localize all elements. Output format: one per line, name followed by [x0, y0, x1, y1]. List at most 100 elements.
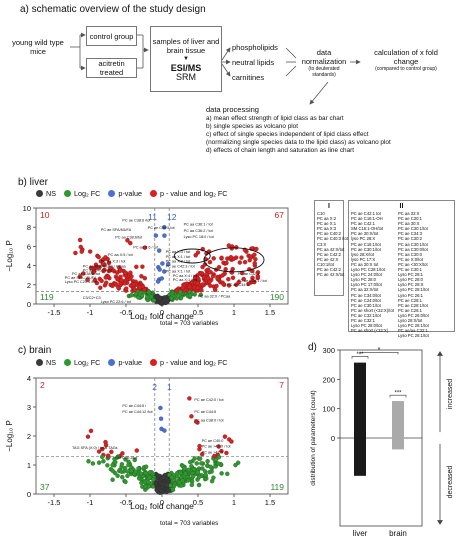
species-annotation: PC ae C42:0 / tot	[194, 398, 224, 402]
data-point	[252, 252, 257, 257]
data-point	[159, 488, 164, 494]
data-point	[134, 264, 139, 270]
panel-a-title: a) schematic overview of the study desig…	[20, 4, 206, 15]
data-point	[113, 281, 119, 287]
count-bottom-left: 37	[40, 482, 50, 492]
data-point	[215, 276, 220, 281]
data-point	[250, 278, 255, 284]
data-point	[119, 278, 124, 283]
data-point	[110, 283, 115, 289]
table-cell: PC aa 30:X tot	[351, 261, 379, 267]
legend-c: NS Log₂ FC p-value p - value and log₂ FC	[36, 358, 227, 367]
legend-both-label: p - value and log₂ FC	[159, 189, 228, 198]
data-point	[101, 459, 106, 464]
data-point	[228, 255, 234, 260]
data-point	[92, 277, 98, 283]
table-cell: PC ae C30:1	[397, 267, 422, 273]
calculation-label: calculation of x fold change (compared t…	[362, 48, 450, 72]
species-annotation: PC aa C36:1 / tot	[184, 222, 214, 226]
y-tick-label: 2	[27, 281, 31, 290]
x-tick-label: -0.5	[120, 498, 133, 507]
data-point	[88, 265, 94, 271]
processing-item: d) effects of chain length and saturatio…	[206, 147, 355, 154]
data-point	[105, 463, 110, 468]
data-point	[224, 450, 229, 456]
species-annotation: PC aa X:4 / tot	[173, 274, 199, 278]
species-annotation: Lyso PC 22:6 / tot	[101, 300, 132, 304]
data-point	[161, 475, 166, 481]
data-point	[239, 255, 244, 260]
table-cell: PC ae C40:2	[317, 231, 341, 237]
sig-liver: ***	[356, 352, 364, 358]
data-point	[242, 259, 248, 265]
data-point	[132, 287, 137, 292]
data-point	[208, 283, 213, 289]
bar-increased	[392, 401, 404, 438]
data-point	[229, 439, 234, 444]
data-point	[222, 434, 228, 439]
y-tick-label: 3	[27, 403, 31, 412]
species-annotation: PC ae C32:1	[238, 272, 260, 276]
data-point	[255, 270, 261, 275]
count-bottom-left: 119	[40, 292, 54, 302]
table-cell: PC ae C42:1	[351, 221, 375, 227]
data-point	[153, 481, 159, 487]
processing-item: a) mean effect strength of lipid class a…	[206, 115, 344, 122]
table-cell: PC ae X:0/tot	[397, 256, 423, 262]
data-point	[225, 471, 230, 477]
legend-pvalue-label: p-value	[118, 358, 142, 367]
data-point	[79, 249, 84, 254]
data-point	[123, 270, 128, 275]
down-triangle-icon: ▼	[183, 55, 189, 62]
table-cell: PC aa C30:0	[397, 251, 422, 257]
table-cell: PC ae C30:1/tot	[351, 246, 381, 252]
species-annotation: PC ae SFA/MUFA	[101, 228, 132, 232]
data-point	[162, 428, 167, 433]
y-tick-label: 10	[23, 204, 31, 213]
table-cell: Lyso PC 24:0/tot	[351, 272, 382, 278]
data-point	[98, 285, 103, 290]
data-point	[103, 255, 108, 260]
class-carnitines: carnitines	[232, 73, 265, 82]
x-axis-label: Log₂ fold change	[130, 501, 194, 510]
data-point	[120, 474, 125, 480]
table-cell: lyso PC 28:X	[351, 236, 376, 242]
x-tick-label: 1.5	[265, 498, 275, 507]
table-cell: Lyso PC 17:0/tot	[351, 282, 382, 288]
species-annotation: PC aa 32:X / PCaa	[198, 294, 231, 298]
data-point	[192, 456, 197, 461]
data-point	[223, 267, 228, 272]
data-point	[115, 277, 120, 282]
data-point	[162, 269, 167, 274]
data-point	[237, 260, 243, 265]
data-point	[219, 471, 224, 476]
data-point	[120, 451, 125, 456]
category-label: brain	[389, 529, 407, 538]
table-cell: Lyso PC C28:1/tot	[351, 267, 385, 273]
data-point	[131, 282, 136, 287]
data-point	[191, 474, 196, 479]
table-cell: Lyso PC 28:1/tot	[397, 333, 429, 339]
data-point	[164, 482, 169, 488]
legend-log2fc-label: Log₂ FC	[74, 358, 101, 367]
data-point	[117, 268, 123, 274]
table-cell: PC aa C30:1/tot	[397, 241, 428, 247]
data-point	[142, 275, 148, 281]
data-point	[226, 276, 231, 282]
data-point	[200, 466, 205, 471]
count-top-right: 67	[275, 210, 285, 220]
species-annotation: PC ae C40:0	[202, 439, 224, 443]
count-bottom-right: 190	[270, 292, 284, 302]
table-cell: Lyso 28:X/tot	[397, 317, 423, 323]
legend-log2fc: Log₂ FC	[64, 189, 100, 198]
legend-ns: NS	[36, 189, 56, 198]
table-cell: PC ae X:1	[317, 221, 337, 227]
legend-ns-dot	[36, 190, 43, 197]
data-point	[78, 244, 83, 250]
legend-both-label: p - value and log₂ FC	[159, 358, 228, 367]
data-point	[96, 449, 102, 454]
data-point	[199, 461, 204, 466]
species-annotation: PC aa X:6 / tot	[133, 245, 159, 249]
data-point	[77, 274, 83, 279]
data-point	[139, 274, 144, 279]
